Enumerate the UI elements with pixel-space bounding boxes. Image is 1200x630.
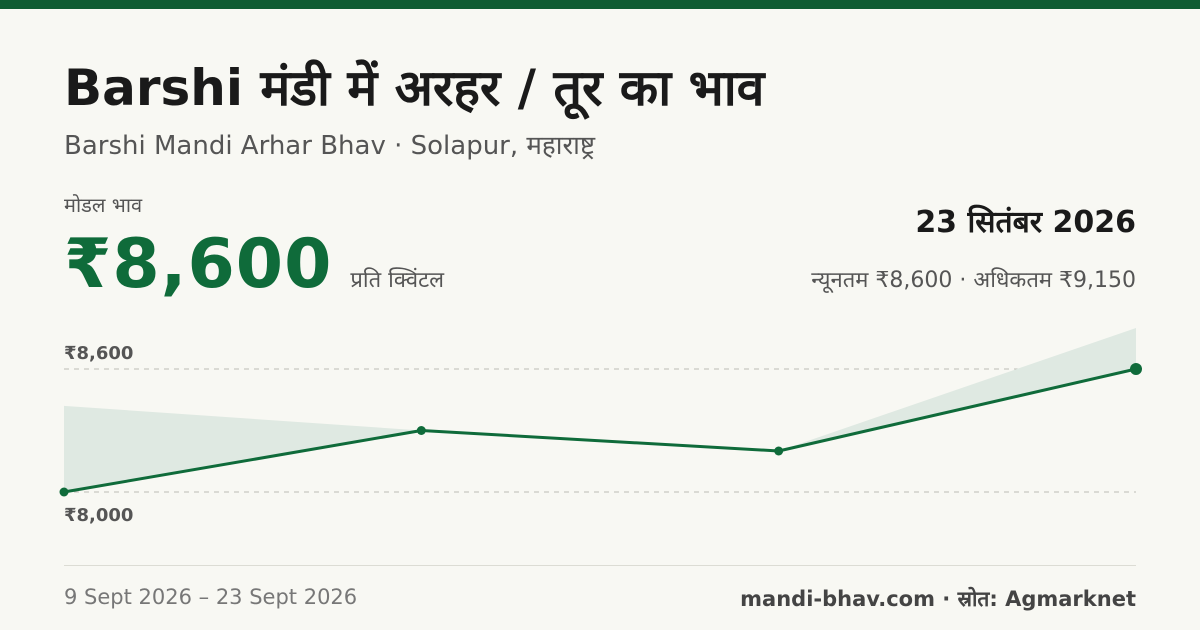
page-title: Barshi मंडी में अरहर / तूर का भाव xyxy=(64,59,765,117)
chart-tick-labels: ₹8,600 ₹8,000 xyxy=(64,343,133,526)
chart-points-layer xyxy=(59,363,1142,497)
footer-source: mandi-bhav.com · स्रोत: Agmarknet xyxy=(740,587,1136,611)
data-point xyxy=(1130,363,1142,375)
y-tick-label: ₹8,600 xyxy=(64,343,133,364)
data-point xyxy=(59,487,69,497)
footer-divider xyxy=(64,565,1136,566)
price-unit: प्रति क्विंटल xyxy=(350,268,445,293)
price-trend-chart: ₹8,600 ₹8,000 xyxy=(59,328,1142,526)
chart-line-layer xyxy=(63,367,1137,494)
data-point xyxy=(416,426,426,435)
footer-date-range: 9 Sept 2026 – 23 Sept 2026 xyxy=(64,585,358,609)
price-date: 23 सितंबर 2026 xyxy=(915,205,1136,240)
chart-range-band-layer xyxy=(64,328,1136,492)
top-accent-bar xyxy=(0,0,1200,9)
page-subtitle: Barshi Mandi Arhar Bhav · Solapur, महारा… xyxy=(64,131,596,161)
price-range-band xyxy=(64,328,1136,492)
chart-grid xyxy=(64,368,1136,493)
modal-price-value: ₹8,600 xyxy=(64,225,333,304)
modal-price-line xyxy=(63,367,1137,494)
price-row: ₹8,600 प्रति क्विंटल xyxy=(64,225,444,304)
data-point xyxy=(774,446,784,456)
price-range: न्यूनतम ₹8,600 · अधिकतम ₹9,150 xyxy=(811,268,1136,293)
modal-price-label: मोडल भाव xyxy=(64,193,143,217)
y-tick-label: ₹8,000 xyxy=(64,505,133,526)
